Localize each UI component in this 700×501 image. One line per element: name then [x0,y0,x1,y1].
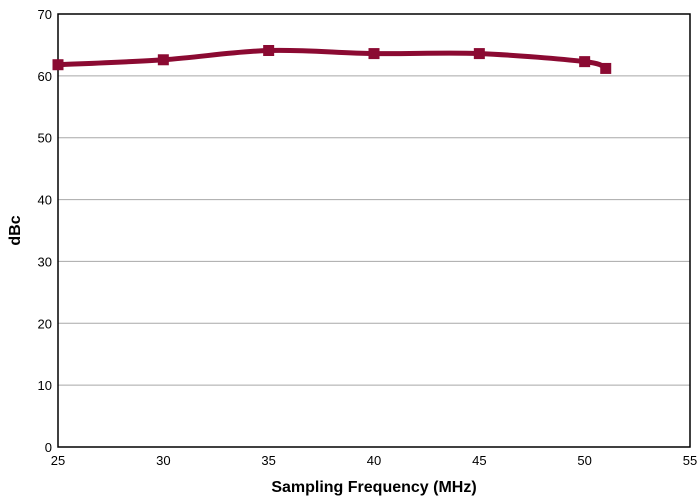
x-tick-labels: 25 30 35 40 45 50 55 [51,453,697,468]
data-point-marker [473,48,485,60]
x-tick-label: 40 [367,453,381,468]
grid-lines [58,75,690,386]
x-tick-label: 45 [472,453,486,468]
y-tick-label: 60 [38,69,52,84]
x-axis-title: Sampling Frequency (MHz) [271,479,476,496]
x-tick-label: 55 [683,453,697,468]
y-tick-label: 10 [38,378,52,393]
y-tick-label: 30 [38,254,52,269]
y-tick-label: 20 [38,316,52,331]
plot-area-frame [57,13,691,448]
y-axis-title: dBc [7,215,24,245]
data-point-marker [157,54,169,66]
series-line [57,47,607,71]
data-point-marker [263,44,275,56]
x-tick-label: 35 [261,453,275,468]
data-point-marker [600,62,612,74]
data-point-marker [579,56,591,68]
x-tick-label: 25 [51,453,65,468]
y-tick-label: 40 [38,193,52,208]
x-tick-label: 50 [577,453,591,468]
series-layer [52,44,612,74]
x-tick-label: 30 [156,453,170,468]
y-tick-label: 50 [38,131,52,146]
data-point-marker [368,48,380,60]
y-tick-label: 0 [45,440,52,455]
y-tick-label: 70 [38,7,52,22]
data-point-marker [52,59,64,71]
y-tick-labels: 0 10 20 30 40 50 60 70 [38,7,52,455]
